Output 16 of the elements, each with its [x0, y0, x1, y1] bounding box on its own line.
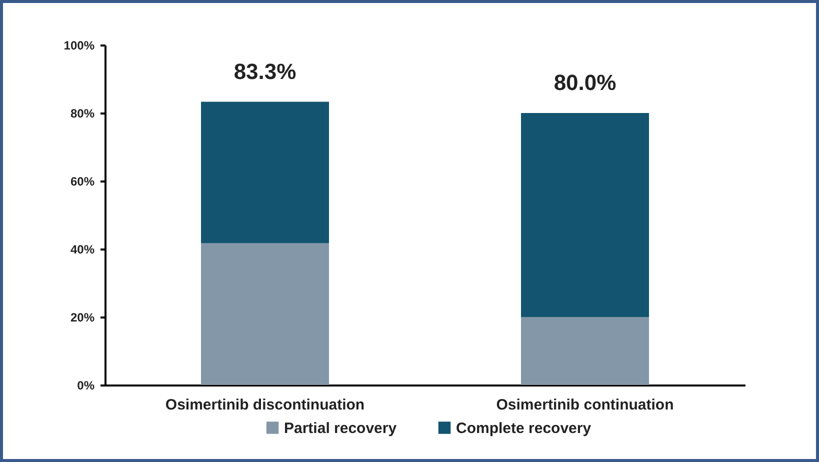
- bar: [201, 243, 329, 385]
- legend-label: Complete recovery: [456, 420, 592, 437]
- y-tick-label: 100%: [64, 38, 95, 52]
- y-tick-label: 40%: [70, 242, 95, 256]
- bar: [521, 317, 649, 385]
- total-label: 80.0%: [554, 70, 616, 95]
- y-tick-label: 20%: [70, 310, 95, 324]
- y-tick-label: 80%: [70, 106, 95, 120]
- bar: [201, 102, 329, 244]
- y-tick-label: 60%: [70, 174, 95, 188]
- y-tick-label: 0%: [77, 378, 95, 392]
- legend-label: Partial recovery: [284, 420, 398, 437]
- x-tick-label: Osimertinib continuation: [496, 396, 674, 414]
- bar: [521, 113, 649, 317]
- total-label: 83.3%: [234, 58, 296, 84]
- x-tick-label: Osimertinib discontinuation: [165, 396, 365, 414]
